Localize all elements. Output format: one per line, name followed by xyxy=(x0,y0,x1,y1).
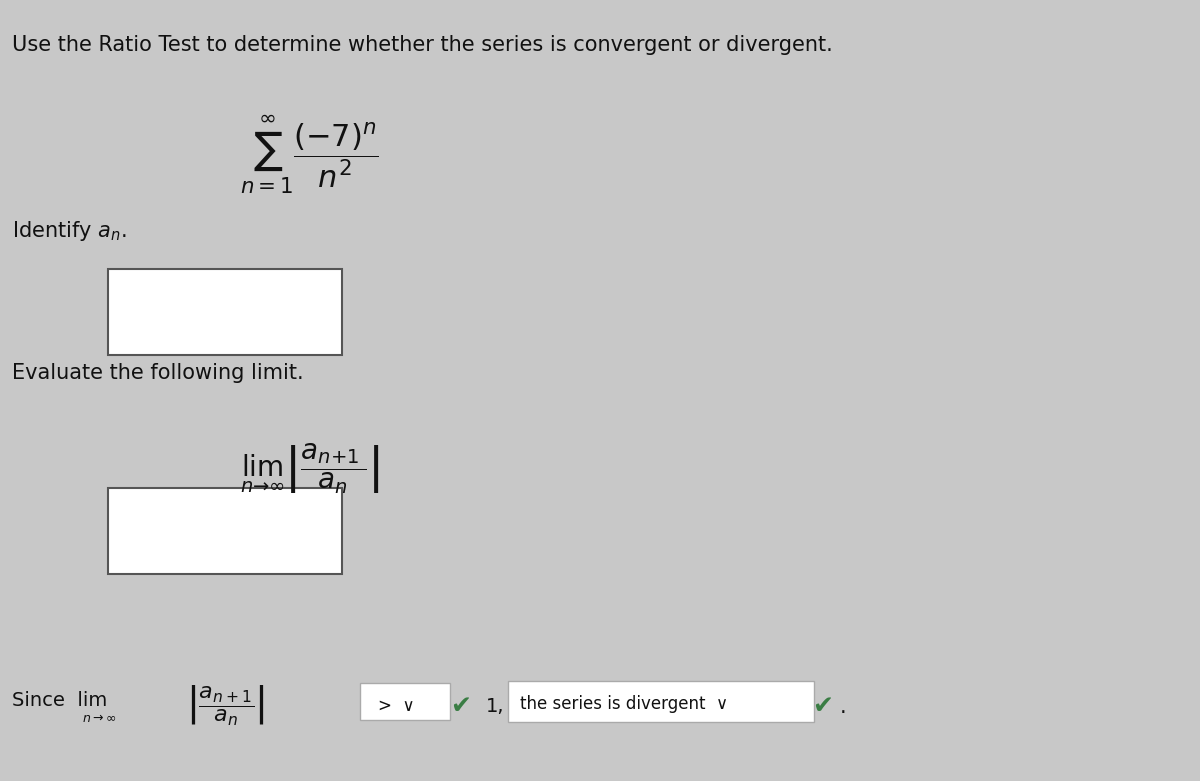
FancyBboxPatch shape xyxy=(360,683,450,720)
Text: 1,: 1, xyxy=(486,697,504,715)
Text: Identify $a_n$.: Identify $a_n$. xyxy=(12,219,127,243)
Text: $\lim_{n \to \infty} \left| \dfrac{a_{n+1}}{a_n} \right|$: $\lim_{n \to \infty} \left| \dfrac{a_{n+… xyxy=(240,441,380,496)
Text: $\left| \dfrac{a_{n+1}}{a_n} \right|$: $\left| \dfrac{a_{n+1}}{a_n} \right|$ xyxy=(186,683,265,727)
Text: ✔: ✔ xyxy=(450,694,470,718)
Text: $n \to \infty$: $n \to \infty$ xyxy=(82,712,116,726)
FancyBboxPatch shape xyxy=(108,488,342,574)
Text: Use the Ratio Test to determine whether the series is convergent or divergent.: Use the Ratio Test to determine whether … xyxy=(12,35,833,55)
FancyBboxPatch shape xyxy=(508,681,814,722)
Text: >  ∨: > ∨ xyxy=(378,697,415,715)
Text: $\sum_{n=1}^{\infty} \dfrac{(-7)^n}{n^2}$: $\sum_{n=1}^{\infty} \dfrac{(-7)^n}{n^2}… xyxy=(240,113,379,195)
FancyBboxPatch shape xyxy=(108,269,342,355)
Text: .: . xyxy=(840,697,847,717)
Text: Since  lim: Since lim xyxy=(12,691,107,710)
Text: Evaluate the following limit.: Evaluate the following limit. xyxy=(12,363,304,383)
Text: the series is divergent  ∨: the series is divergent ∨ xyxy=(520,695,727,713)
Text: ✔: ✔ xyxy=(812,694,834,718)
